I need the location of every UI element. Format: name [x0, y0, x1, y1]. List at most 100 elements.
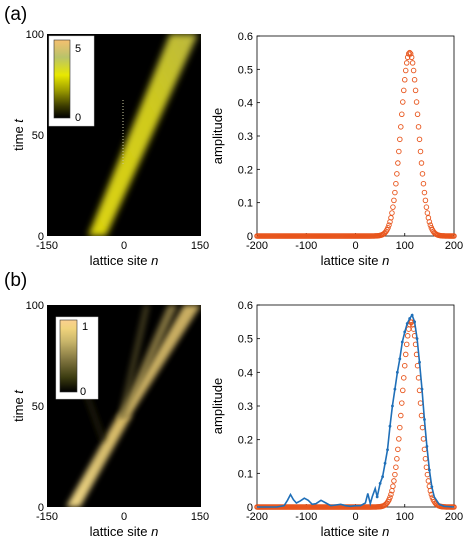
heatmap-a-ytick-50: 50 [32, 130, 44, 142]
amplitude-plot-b-gaussian-point [398, 412, 404, 419]
heatmap-b-beam-branch-left [118, 305, 150, 418]
amplitude-plot-a-gaussian-point [410, 67, 417, 74]
heatmap-b-ylabel: time t [11, 389, 26, 422]
heatmap-a: 5 0 100 50 0 -150 0 150 lattice site n t… [11, 29, 209, 268]
heatmap-a-xtick-neg150: -150 [36, 240, 58, 252]
amplitude-plot-b-xtick-label: 100 [396, 511, 414, 523]
colorbar-b-tick-low: 0 [80, 386, 86, 398]
heatmap-a-ytick-100: 100 [26, 29, 44, 41]
amplitude-plot-b-numerical-point [398, 357, 402, 361]
amplitude-plot-a-gaussian-point [412, 87, 419, 94]
amplitude-plot-b-gaussian-point [423, 464, 430, 470]
amplitude-plot-a-gaussian-point [397, 136, 403, 143]
amplitude-plot-b-numerical-point [413, 320, 416, 324]
amplitude-plot-a-ytick-label: 0.1 [238, 198, 253, 210]
amplitude-plot-a-gaussian-point [409, 60, 416, 66]
amplitude-plot-b-gaussian-point [421, 446, 428, 453]
amplitude-plot-a-series [254, 49, 457, 239]
heatmap-b-ytick-0: 0 [38, 502, 44, 514]
amplitude-plot-a-gaussian-point [415, 124, 422, 130]
amplitude-plot-a-gaussian-point [392, 189, 398, 196]
amplitude-plot-a-ytick-label: 0.6 [238, 31, 253, 43]
amplitude-plot-b-xtick-label: -200 [246, 511, 268, 523]
amplitude-plot-a-gaussian-point [396, 148, 402, 155]
amplitude-plot-a-gaussian-point [406, 49, 413, 56]
amplitude-plot-b-gaussian-point [424, 471, 431, 478]
amplitude-plot-b-numerical-point [415, 337, 419, 341]
amplitude-plot-a-ytick-label: 0 [247, 231, 253, 243]
amplitude-plot-b-gaussian-point [393, 464, 399, 470]
amplitude-plot-a-gaussian-point [417, 148, 424, 155]
amplitude-plot-a-gaussian-point [394, 171, 400, 177]
heatmap-a-beam [88, 34, 198, 236]
amplitude-plot-b-xtick-label: -100 [295, 511, 317, 523]
amplitude-plot-b-numerical-line [257, 313, 455, 508]
amplitude-plot-a-gaussian-point [419, 171, 426, 177]
amplitude-plot-b-gaussian-point [404, 333, 411, 339]
colorbar-a: 5 0 [48, 35, 95, 127]
amplitude-plot-a-gaussian-point [423, 204, 430, 210]
amplitude-plot-a-ytick-label: 0.2 [238, 164, 253, 176]
amplitude-plot-a-gaussian-point [404, 54, 411, 61]
amplitude-plot-a-gaussian-point [420, 180, 427, 187]
amplitude-plot-a-gaussian-point [391, 197, 397, 204]
amplitude-plot-b-gaussian-point [387, 494, 393, 501]
amplitude-plot-b-numerical-point [425, 445, 429, 448]
amplitude-plot-b-xtick-label: 0 [352, 511, 358, 523]
amplitude-plot-a-xtick-label: -100 [295, 240, 317, 252]
amplitude-plot-a-gaussian-point [393, 180, 399, 187]
amplitude-plot-b-gaussian-point [417, 400, 424, 406]
amplitude-plot-a-gaussian-point [418, 160, 425, 166]
amplitude-plot-a-gaussian-point [403, 60, 410, 66]
amplitude-plot-b-ytick-label: 0.4 [238, 367, 253, 379]
colorbar-b: 1 0 [55, 316, 99, 400]
amplitude-plot-b-gaussian-point [419, 424, 426, 431]
amplitude-plot-b-numerical-point [408, 317, 412, 320]
amplitude-plot-b-gaussian-point [388, 491, 394, 498]
amplitude-plot-b-numerical-point [403, 330, 407, 334]
amplitude-plot-a-gaussian-point [390, 204, 396, 210]
heatmap-b-ytick-50: 50 [32, 401, 44, 413]
colorbar-a-tick-high: 5 [75, 43, 81, 55]
amplitude-plot-b-numerical-point [423, 418, 426, 421]
heatmap-b-xtick-0: 0 [121, 511, 127, 523]
amplitude-plot-b-frame [256, 304, 455, 508]
amplitude-plot-a-gaussian-point [395, 160, 401, 166]
amplitude-plot-b-numerical-point [393, 387, 397, 391]
amplitude-plot-a-gaussian-point [426, 219, 433, 225]
heatmap-a-xtick-150: 150 [191, 240, 209, 252]
amplitude-plot-b-numerical-point [383, 461, 387, 465]
amplitude-plot-b-numerical-point [395, 370, 399, 374]
panel-label-a: (a) [4, 4, 27, 25]
amplitude-plot-b-ytick-label: 0.2 [238, 435, 253, 447]
amplitude-plot-b-numerical-point [400, 340, 404, 344]
heatmap-a-ylabel: time t [11, 118, 26, 151]
heatmap-b-xtick-neg150: -150 [36, 511, 58, 523]
panel-label-b: (b) [4, 270, 27, 291]
amplitude-plot-a-gaussian-point [389, 210, 395, 216]
heatmap-a-xtick-0: 0 [121, 240, 127, 252]
amplitude-plot-b-gaussian-point [418, 412, 425, 419]
amplitude-plot-a-gaussian-point [411, 77, 418, 83]
amplitude-plot-b-numerical-point [378, 482, 382, 485]
amplitude-plot-b-xlabel: lattice site n [321, 524, 390, 539]
amplitude-plot-a-gaussian-point [451, 233, 457, 239]
amplitude-plot-b-numerical-point [430, 485, 434, 489]
amplitude-plot-a-xtick-label: 200 [445, 240, 463, 252]
heatmap-b-beam-branch-middle [118, 305, 178, 418]
amplitude-plot-b-series [254, 313, 457, 510]
amplitude-plot-b-numerical-point [375, 495, 379, 499]
amplitude-plot-a-gaussian-point [408, 54, 415, 61]
amplitude-plot-a-gaussian-point [414, 111, 421, 118]
amplitude-plot-b-numerical-point [405, 322, 409, 325]
amplitude-plot-b-gaussian-point [400, 387, 406, 394]
amplitude-plot-a-gaussian-point [386, 222, 392, 228]
amplitude-plot-a-gaussian-point [402, 77, 408, 83]
amplitude-plot-b-gaussian-point [420, 436, 427, 442]
amplitude-plot-b-numerical-point [381, 475, 384, 479]
amplitude-plot-b-ytick-label: 0.1 [238, 468, 253, 480]
amplitude-plot-b-ytick-label: 0.3 [238, 401, 253, 413]
colorbar-b-tick-high: 1 [82, 321, 88, 333]
amplitude-plot-b-numerical-point [410, 313, 414, 317]
